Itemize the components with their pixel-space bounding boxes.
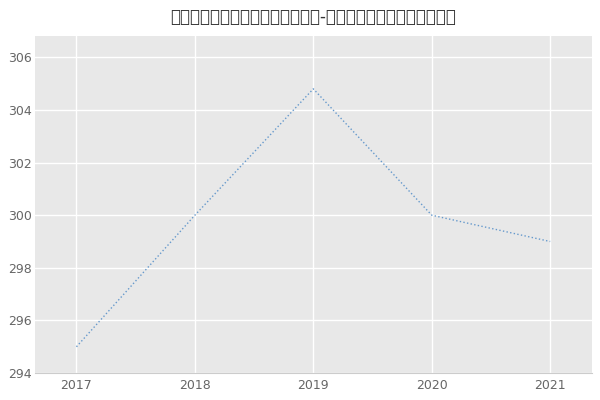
- Title: 南通大学医学院、药学院眼科学（-历年复试）研究生录取分数线: 南通大学医学院、药学院眼科学（-历年复试）研究生录取分数线: [170, 8, 456, 26]
